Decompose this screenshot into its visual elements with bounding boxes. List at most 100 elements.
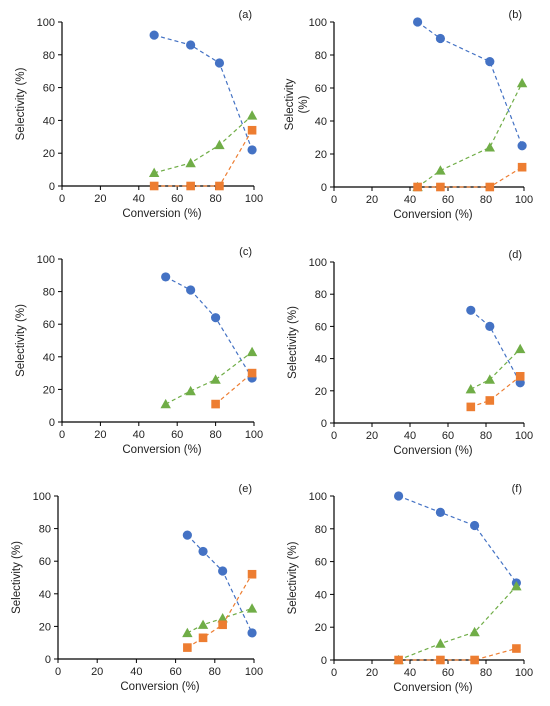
data-point-triangle (435, 165, 446, 175)
data-point-circle (198, 546, 208, 557)
x-tick-label: 40 (404, 430, 416, 442)
y-tick-label: 80 (315, 289, 327, 301)
series-line (154, 129, 253, 187)
data-point-circle (247, 145, 257, 155)
x-tick-label: 0 (331, 667, 337, 679)
series-line (186, 534, 253, 634)
y-tick-label: 0 (321, 418, 327, 430)
x-tick-label: 40 (133, 429, 145, 441)
x-tick-label: 0 (59, 193, 65, 205)
x-tick-label: 20 (91, 666, 103, 678)
data-point-triangle (214, 139, 225, 150)
y-tick-label: 40 (43, 352, 55, 364)
y-tick-label: 60 (315, 321, 327, 333)
x-tick-label: 100 (515, 430, 533, 442)
y-tick-label: 100 (37, 254, 55, 266)
x-tick-label: 60 (442, 194, 454, 206)
x-tick-label: 60 (442, 667, 454, 679)
data-point-triangle (465, 383, 476, 394)
panel-label: (a) (239, 9, 252, 21)
data-point-triangle (182, 627, 193, 638)
series-line (398, 585, 517, 661)
y-tick-label: 80 (39, 524, 51, 536)
chart-panel: 0 20 40 60 80 100 0 20 40 60 80 100 Conversion (%) Se… (15, 246, 263, 456)
x-tick-label: 0 (59, 429, 65, 441)
data-point-triangle (197, 619, 209, 629)
data-point-square (517, 162, 527, 172)
x-tick-label: 20 (94, 193, 106, 205)
x-tick-label: 60 (171, 193, 183, 205)
series-line (154, 115, 253, 174)
data-point-square (394, 655, 403, 665)
series-line (165, 276, 253, 379)
x-tick-label: 80 (480, 194, 492, 206)
y-tick-label: 100 (309, 491, 327, 503)
y-tick-label: 20 (315, 622, 327, 634)
data-point-triangle (185, 385, 196, 396)
data-point-square (183, 643, 192, 652)
data-point-triangle (246, 110, 258, 120)
x-axis-title: Conversion (%) (393, 445, 472, 457)
chart-panel: 0 20 40 60 80 100 0 20 40 60 80 100 Conversion (%) Se… (11, 483, 263, 693)
data-point-square (485, 396, 495, 405)
panel-label: (f) (512, 483, 522, 495)
series-line (187, 573, 253, 649)
x-tick-label: 100 (245, 429, 263, 441)
x-tick-label: 0 (331, 194, 337, 206)
panel-label: (d) (509, 249, 522, 261)
x-axis-title: Conversion (%) (122, 208, 201, 220)
series-line (154, 34, 253, 151)
series-line (417, 82, 523, 188)
y-tick-label: 60 (39, 556, 51, 568)
data-point-triangle (484, 374, 495, 384)
x-tick-label: 60 (442, 430, 454, 442)
y-tick-label: 40 (39, 589, 51, 601)
data-point-triangle (217, 613, 228, 623)
data-point-circle (218, 566, 228, 576)
x-tick-label: 80 (480, 430, 492, 442)
y-tick-label: 80 (43, 287, 55, 299)
x-tick-label: 20 (94, 429, 106, 441)
data-point-circle (247, 628, 257, 638)
x-tick-label: 80 (209, 429, 221, 441)
chart-panel: 0 20 40 60 80 100 0 20 40 60 80 100 Conversion (%) Se… (287, 249, 533, 457)
data-point-square (436, 655, 445, 665)
y-axis-title: Selectivity (%) (284, 78, 310, 130)
data-point-square (512, 644, 521, 653)
y-tick-label: 40 (315, 354, 327, 366)
data-point-square (247, 125, 257, 135)
series-line (470, 309, 521, 384)
x-axis-title: Conversion (%) (393, 682, 472, 694)
y-axis-title: Selectivity (%) (15, 67, 27, 140)
data-point-square (149, 181, 159, 191)
y-tick-label: 100 (309, 17, 327, 29)
data-point-triangle (516, 77, 528, 88)
data-point-circle (186, 40, 196, 50)
y-tick-label: 100 (37, 17, 55, 29)
data-point-square (515, 372, 525, 381)
data-point-triangle (210, 374, 221, 384)
x-tick-label: 80 (480, 667, 492, 679)
x-axis-title: Conversion (%) (393, 209, 472, 221)
data-point-circle (435, 507, 445, 517)
data-point-square (413, 182, 422, 192)
data-point-square (211, 399, 220, 409)
y-axis-title: Selectivity (%) (11, 541, 23, 614)
chart-panel: 0 20 40 60 80 100 0 20 40 60 80 100 Conversion (%) Se… (284, 9, 533, 221)
series-line (187, 607, 253, 634)
data-point-circle (470, 520, 480, 531)
x-tick-label: 100 (515, 194, 533, 206)
y-tick-label: 20 (43, 384, 55, 396)
x-tick-label: 100 (245, 666, 263, 678)
y-tick-label: 40 (315, 116, 327, 128)
y-axis-title: Selectivity (%) (287, 306, 299, 379)
data-point-circle (186, 285, 196, 295)
chart-panel: 0 20 40 60 80 100 0 20 40 60 80 100 Conversion (%) Se… (15, 9, 263, 220)
x-tick-label: 100 (245, 193, 263, 205)
data-point-square (247, 368, 257, 378)
data-point-triangle (515, 343, 526, 354)
data-point-circle (485, 57, 495, 67)
x-tick-label: 20 (366, 667, 378, 679)
y-tick-label: 100 (309, 257, 327, 269)
data-point-circle (182, 530, 192, 540)
